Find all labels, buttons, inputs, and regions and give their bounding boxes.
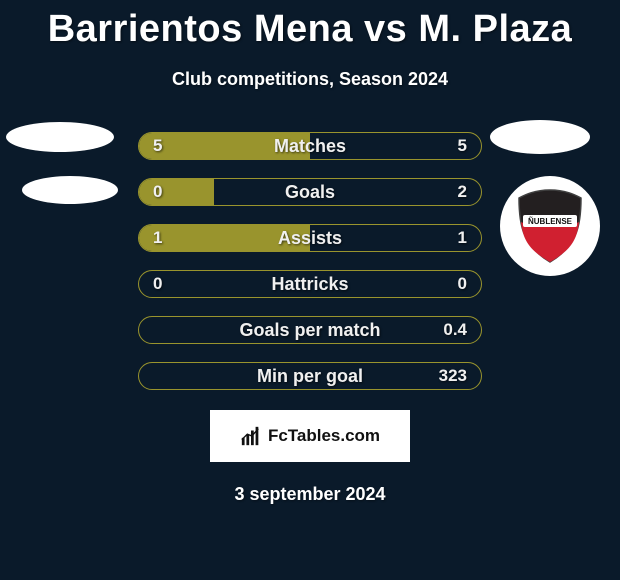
- stat-left-value: 0: [153, 274, 162, 294]
- team-badge-right-1: [490, 120, 590, 154]
- stat-row-matches: 5 Matches 5: [138, 132, 482, 160]
- stat-label: Assists: [278, 228, 342, 249]
- stat-right-value: 2: [458, 182, 467, 202]
- stat-row-hattricks: 0 Hattricks 0: [138, 270, 482, 298]
- page-title: Barrientos Mena vs M. Plaza: [0, 8, 620, 51]
- stat-row-mpg: Min per goal 323: [138, 362, 482, 390]
- fctables-logo-box[interactable]: FcTables.com: [210, 410, 410, 462]
- stat-left-value: 1: [153, 228, 162, 248]
- team-badge-left-2: [22, 176, 118, 204]
- nublense-shield-icon: ÑUBLENSE: [513, 186, 587, 266]
- stat-row-assists: 1 Assists 1: [138, 224, 482, 252]
- stat-right-value: 0.4: [443, 320, 467, 340]
- stat-row-goals: 0 Goals 2: [138, 178, 482, 206]
- fctables-chart-icon: [240, 425, 262, 447]
- stat-label: Min per goal: [257, 366, 363, 387]
- stat-label: Goals: [285, 182, 335, 203]
- stat-label: Goals per match: [239, 320, 380, 341]
- stat-row-gpm: Goals per match 0.4: [138, 316, 482, 344]
- page-subtitle: Club competitions, Season 2024: [0, 69, 620, 90]
- shield-label: ÑUBLENSE: [528, 217, 573, 226]
- stat-right-value: 0: [458, 274, 467, 294]
- stat-left-value: 5: [153, 136, 162, 156]
- stat-fill: [139, 179, 214, 205]
- stat-label: Hattricks: [271, 274, 348, 295]
- stat-right-value: 5: [458, 136, 467, 156]
- stat-label: Matches: [274, 136, 346, 157]
- stat-right-value: 1: [458, 228, 467, 248]
- stat-right-value: 323: [439, 366, 467, 386]
- page-container: Barrientos Mena vs M. Plaza Club competi…: [0, 0, 620, 580]
- team-shield-wrap: ÑUBLENSE: [500, 176, 600, 276]
- team-badge-left-1: [6, 122, 114, 152]
- fctables-logo-text: FcTables.com: [268, 426, 380, 446]
- date-label: 3 september 2024: [0, 484, 620, 505]
- stat-left-value: 0: [153, 182, 162, 202]
